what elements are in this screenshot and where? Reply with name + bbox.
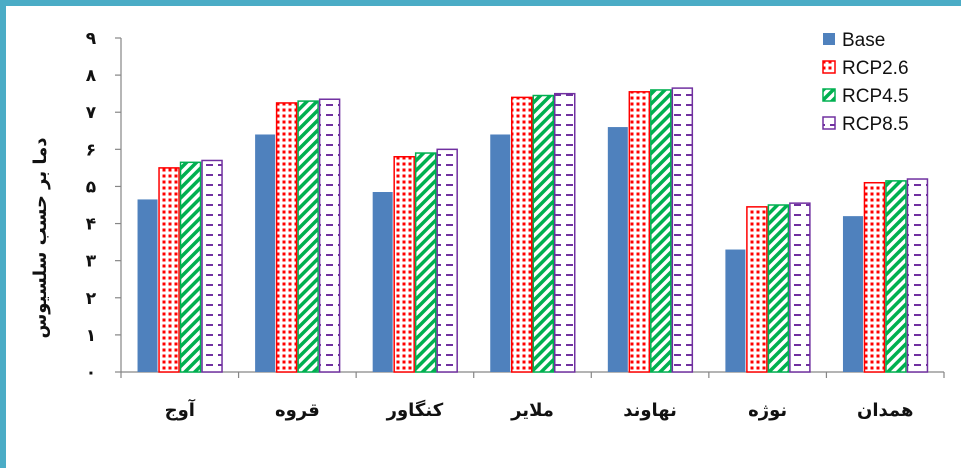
y-axis-label: دما بر حسب سلسیوس — [30, 137, 51, 338]
legend-swatch-rcp26 — [822, 60, 836, 74]
bar-rcp45-2 — [297, 100, 319, 373]
bar-rcp85-3 — [436, 148, 458, 373]
x-category-label: ملایر — [510, 400, 554, 421]
bar-rcp85-5 — [671, 87, 694, 373]
legend-label-rcp85: RCP8.5 — [842, 114, 909, 135]
legend-label-rcp45: RCP4.5 — [842, 86, 909, 107]
bar-rcp26-1 — [158, 167, 180, 373]
bar-rcp26-6 — [746, 206, 768, 373]
bar-rcp26-2 — [275, 102, 298, 373]
y-tick-label: ۴ — [86, 215, 96, 235]
legend-swatch-rcp45 — [822, 88, 836, 102]
legend-swatch-rcp85 — [822, 116, 836, 130]
legend-swatch-base — [823, 33, 835, 45]
x-category-label: آوج — [165, 398, 196, 421]
legend-label-base: Base — [842, 30, 885, 51]
bar-rcp85-4 — [554, 92, 576, 373]
bar-rcp45-7 — [885, 180, 907, 373]
y-tick-label: ۷ — [86, 103, 97, 123]
x-category-label: همدان — [857, 400, 913, 421]
bar-rcp85-7 — [906, 178, 929, 373]
y-tick-label: ۲ — [86, 289, 97, 309]
y-tick-label: ۶ — [86, 140, 96, 160]
x-category-label: نهاوند — [623, 400, 677, 421]
y-tick-label: ۵ — [86, 177, 96, 197]
bar-rcp85-6 — [789, 202, 811, 373]
bar-rcp26-3 — [393, 156, 415, 373]
bar-rcp85-2 — [318, 98, 341, 373]
x-category-label: کنگاور — [386, 399, 444, 421]
bar-rcp26-4 — [511, 96, 533, 373]
y-tick-label: ۱ — [86, 326, 96, 346]
bar-base-5 — [607, 127, 628, 372]
bar-base-1 — [137, 199, 158, 372]
bar-rcp45-3 — [414, 152, 437, 373]
x-category-label: قروه — [275, 400, 320, 421]
bar-base-7 — [842, 216, 863, 372]
y-tick-label: ۸ — [86, 66, 97, 86]
bar-rcp45-6 — [767, 204, 790, 373]
y-tick-label: ۹ — [86, 29, 97, 49]
bar-rcp26-7 — [863, 181, 886, 373]
bar-base-3 — [372, 192, 393, 372]
x-category-label: نوژه — [748, 400, 787, 421]
y-tick-label: ۰ — [86, 363, 96, 383]
bar-base-4 — [490, 134, 511, 372]
bar-base-6 — [725, 249, 746, 372]
bar-rcp85-1 — [201, 159, 223, 373]
legend-label-rcp26: RCP2.6 — [842, 58, 909, 79]
bar-rcp26-5 — [628, 91, 651, 373]
bar-rcp45-1 — [179, 161, 202, 373]
bar-rcp45-4 — [532, 94, 554, 373]
bar-base-2 — [255, 134, 276, 372]
bar-rcp45-5 — [650, 89, 672, 373]
y-tick-label: ۳ — [86, 252, 97, 272]
